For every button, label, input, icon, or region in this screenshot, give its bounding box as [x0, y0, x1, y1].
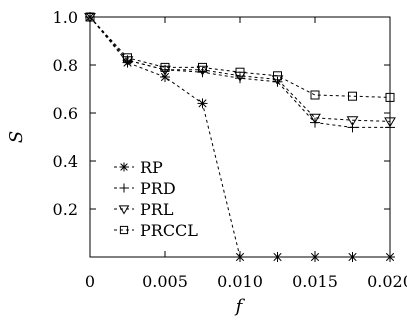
x-tick-label: 0.010 — [217, 272, 263, 291]
legend: RP PRD PRL PRCCL — [114, 158, 198, 240]
data-point — [346, 116, 359, 127]
x-axis-label: f — [234, 296, 246, 317]
data-point — [119, 225, 129, 235]
y-axis-ticks: 0.2 0.4 0.6 0.8 1.0 — [53, 8, 390, 219]
data-point — [235, 252, 245, 262]
series-prccl — [85, 12, 395, 102]
legend-item: PRD — [114, 179, 176, 198]
data-point — [310, 252, 320, 262]
data-point — [159, 65, 171, 76]
series-line — [89, 16, 390, 258]
data-point — [310, 90, 320, 100]
legend-label: PRD — [140, 179, 176, 198]
y-tick-label: 0.8 — [53, 56, 78, 75]
data-point — [235, 67, 245, 77]
data-point — [273, 71, 282, 81]
series-rp — [85, 12, 395, 262]
series-layer — [84, 12, 396, 262]
data-point — [385, 122, 395, 133]
data-point — [119, 162, 129, 172]
data-point — [347, 252, 358, 262]
x-tick-label: 0 — [85, 272, 95, 291]
y-tick-label: 0.4 — [53, 152, 78, 171]
data-point — [123, 53, 132, 63]
legend-item: PRL — [114, 200, 174, 219]
data-point — [121, 56, 134, 67]
data-point — [160, 62, 170, 72]
data-point — [385, 92, 395, 102]
legend-label: PRCCL — [140, 221, 198, 240]
data-point — [309, 113, 321, 124]
data-point — [197, 98, 208, 109]
series-prl — [84, 13, 396, 128]
data-point — [198, 62, 207, 72]
data-point — [119, 183, 129, 193]
plot-frame — [89, 16, 391, 258]
series-line — [89, 16, 391, 122]
x-tick-label: 0.005 — [142, 272, 188, 291]
data-point — [118, 205, 130, 215]
y-tick-label: 1.0 — [53, 8, 78, 27]
y-tick-label: 0.2 — [53, 200, 78, 219]
legend-label: RP — [140, 158, 163, 177]
x-tick-label: 0.020 — [367, 272, 407, 291]
data-point — [347, 122, 358, 133]
x-axis-ticks: 0 0.005 0.010 0.015 0.020 — [85, 17, 407, 291]
legend-item: PRCCL — [114, 221, 198, 240]
legend-label: PRL — [140, 200, 174, 219]
data-point — [384, 117, 396, 128]
data-point — [385, 252, 395, 262]
data-point — [348, 91, 357, 101]
data-point — [196, 65, 209, 76]
series-line — [89, 16, 391, 98]
y-tick-label: 0.6 — [53, 104, 78, 123]
data-point — [272, 252, 283, 262]
x-tick-label: 0.015 — [292, 272, 338, 291]
data-point — [85, 12, 95, 22]
y-axis-label: S — [6, 131, 27, 143]
series-line — [89, 16, 390, 128]
legend-item: RP — [114, 158, 163, 177]
